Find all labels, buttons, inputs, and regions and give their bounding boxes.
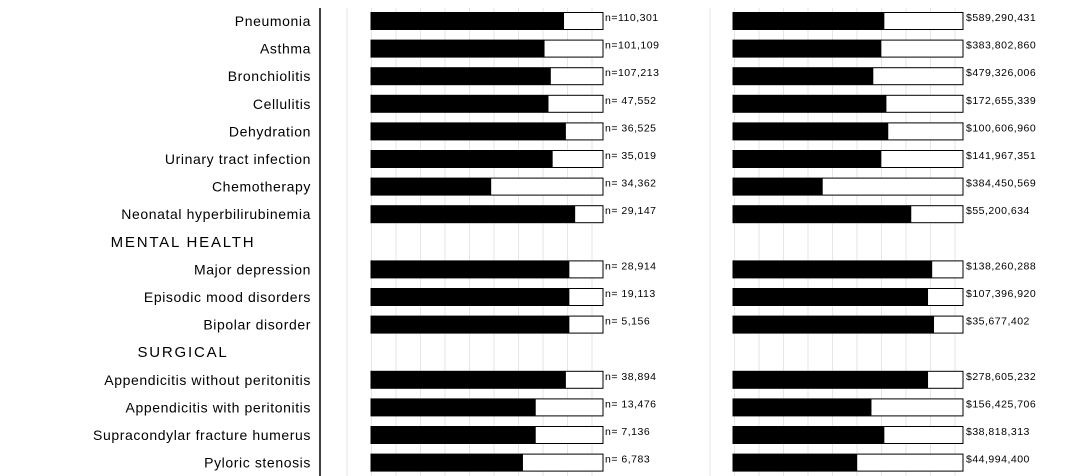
section-label: SURGICAL [137,344,228,361]
right-bar-fill [733,454,858,472]
right-bar-fill [733,67,874,85]
right-bar-fill [733,122,889,140]
count-data-label: n= 29,147 [605,205,657,217]
right-bar-fill [733,40,882,58]
cost-data-label: $44,994,400 [966,454,1030,466]
count-data-label: n= 5,156 [605,316,650,328]
chart-row: Pyloric stenosis n= 6,783 $44,994,400 [204,453,1030,472]
chart-row: Supracondylar fracture humerus n= 7,136 $3… [93,426,1030,444]
chart-row: Urinary tract infection n= 35,019 $141,967… [165,150,1036,168]
right-bar-fill [733,426,885,444]
section-header-row: MENTAL HEALTH [111,234,256,251]
left-bar-fill [371,260,570,278]
category-label: Bipolar disorder [203,317,311,333]
cost-data-label: $138,260,288 [966,260,1036,272]
category-label: Chemotherapy [212,179,311,195]
right-bar-fill [733,316,935,334]
chart-row: Bronchiolitis n=107,213 $479,326,006 [228,67,1036,86]
count-data-label: n= 13,476 [605,398,657,410]
left-bar-fill [371,288,570,306]
cost-data-label: $172,655,339 [966,95,1036,107]
category-label: Neonatal hyperbilirubinemia [121,206,311,222]
chart-row: Cellulitis n= 47,552 $172,655,339 [253,94,1036,113]
count-data-label: n= 6,783 [605,454,650,466]
cost-data-label: $38,818,313 [966,426,1030,438]
left-bar-fill [371,316,570,334]
left-bar-fill [371,12,565,30]
right-bar-fill [733,150,882,168]
category-label: Appendicitis with peritonitis [126,399,311,415]
chart-row: Neonatal hyperbilirubinemia n= 29,147 $55,… [121,205,1030,224]
chart-row: Chemotherapy n= 34,362 $384,450,569 [212,177,1036,196]
category-label: Dehydration [229,123,311,139]
cost-data-label: $141,967,351 [966,150,1036,162]
right-bar-fill [733,178,823,196]
right-bar-fill [733,12,885,30]
count-data-label: n=101,109 [605,40,659,52]
category-label: Episodic mood disorders [144,289,311,305]
category-label: Bronchiolitis [228,68,311,84]
right-bar-fill [733,205,912,223]
chart-row: Appendicitis without peritonitis n= 38,89… [104,370,1036,389]
cost-data-label: $384,450,569 [966,178,1036,190]
chart-row: Bipolar disorder n= 5,156 $35,677,402 [203,315,1030,334]
category-label: Appendicitis without peritonitis [104,372,311,388]
left-bar-fill [371,398,536,416]
cost-data-label: $383,802,860 [966,40,1036,52]
chart-row: Episodic mood disorders n= 19,113 $107,396… [144,288,1036,306]
left-bar-fill [371,40,545,58]
count-data-label: n=107,213 [605,67,659,79]
chart-row: Pneumonia n=110,301 $589,290,431 [235,12,1036,30]
left-bar-fill [371,371,566,389]
count-data-label: n= 35,019 [605,150,657,162]
chart-rows: Pneumonia n=110,301 $589,290,431 Asthma n=10… [93,12,1036,472]
count-data-label: n=110,301 [605,12,659,24]
cost-data-label: $35,677,402 [966,316,1030,328]
cost-data-label: $156,425,706 [966,398,1036,410]
cost-data-label: $55,200,634 [966,205,1030,217]
chart-row: Dehydration n= 36,525 $100,606,960 [229,122,1036,141]
left-bar-fill [371,150,553,168]
left-bar-fill [371,426,536,444]
right-bar-fill [733,260,933,278]
category-label: Urinary tract infection [165,151,311,167]
right-bar-fill [733,371,929,389]
left-panel-gridlines [346,8,593,476]
category-label: Pyloric stenosis [204,455,311,471]
count-data-label: n= 28,914 [605,260,657,272]
cost-data-label: $100,606,960 [966,122,1036,134]
count-data-label: n= 36,525 [605,122,657,134]
chart-row: Major depression n= 28,914 $138,260,288 [194,260,1036,279]
left-bar-fill [371,122,566,140]
cost-data-label: $479,326,006 [966,67,1036,79]
category-label: Asthma [260,41,311,57]
count-data-label: n= 47,552 [605,95,657,107]
category-label: Pneumonia [235,13,311,29]
right-bar-fill [733,95,887,113]
count-data-label: n= 38,894 [605,371,657,383]
left-bar-fill [371,454,523,472]
right-bar-fill [733,398,872,416]
left-bar-fill [371,178,492,196]
cost-data-label: $278,605,232 [966,371,1036,383]
right-bar-fill [733,288,929,306]
right-panel-gridlines [709,8,956,476]
category-label: Cellulitis [253,96,311,112]
left-bar-fill [371,67,551,85]
section-header-row: SURGICAL [137,344,228,361]
chart-row: Appendicitis with peritonitis n= 13,476 $1… [126,398,1036,417]
cost-data-label: $589,290,431 [966,12,1036,24]
chart-row: Asthma n=101,109 $383,802,860 [260,39,1036,58]
left-bar-fill [371,95,549,113]
left-bar-fill [371,205,576,223]
section-label: MENTAL HEALTH [111,234,256,251]
category-label: Supracondylar fracture humerus [93,427,311,443]
cost-data-label: $107,396,920 [966,288,1036,300]
count-data-label: n= 34,362 [605,178,657,190]
count-data-label: n= 19,113 [605,288,656,300]
category-label: Major depression [194,261,311,277]
count-data-label: n= 7,136 [605,426,650,438]
